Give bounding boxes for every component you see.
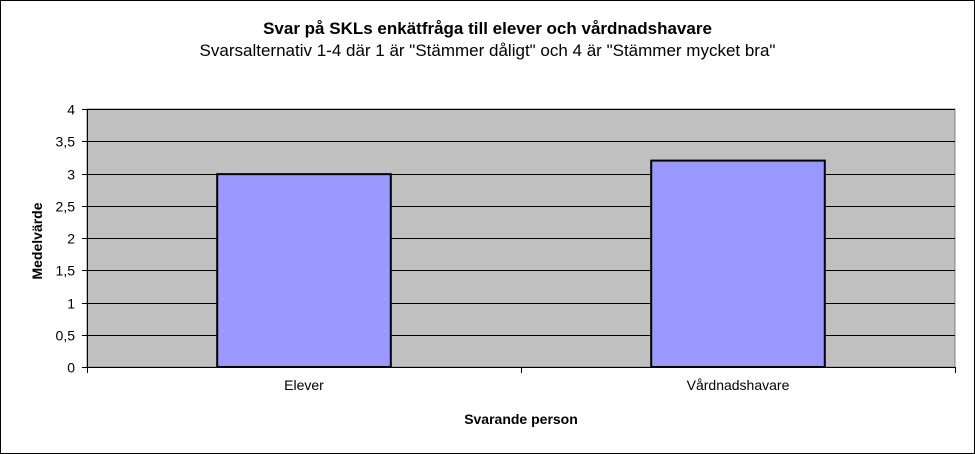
- x-axis-title: Svarande person: [464, 411, 578, 427]
- y-tick-label: 2: [67, 231, 75, 247]
- x-tick-label: Elever: [284, 377, 324, 393]
- y-tick-label: 0,5: [56, 328, 76, 344]
- x-tick-label: Vårdnadshavare: [687, 377, 790, 393]
- y-tick-label: 1,5: [56, 263, 76, 279]
- y-axis-title: Medelvärde: [29, 202, 45, 279]
- y-tick-label: 4: [67, 102, 75, 118]
- plot-area: 0 0,5 1 1,5 2 2,5 3 3,5 4 Elever Vårdnadshavare: [56, 102, 956, 393]
- bar: [650, 159, 826, 368]
- y-tick-label: 2,5: [56, 199, 76, 215]
- y-tick-label: 3: [67, 167, 75, 183]
- y-tick-label: 1: [67, 296, 75, 312]
- y-tick-label: 3,5: [56, 134, 76, 150]
- chart-title: Svar på SKLs enkätfråga till elever och …: [263, 19, 712, 38]
- chart-subtitle: Svarsalternativ 1-4 där 1 är "Stämmer då…: [199, 41, 776, 60]
- bar: [216, 173, 392, 368]
- y-tick-label: 0: [67, 360, 75, 376]
